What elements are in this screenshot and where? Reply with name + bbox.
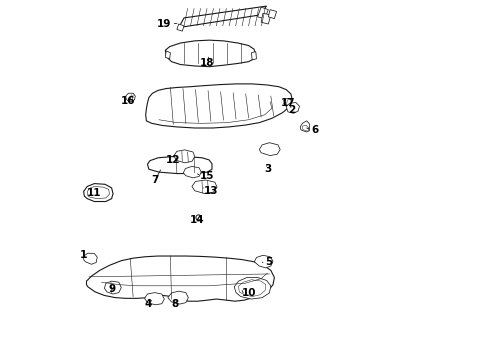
- Text: 14: 14: [190, 215, 204, 225]
- Text: 8: 8: [172, 299, 179, 309]
- Text: 13: 13: [204, 186, 218, 196]
- Text: 2: 2: [288, 105, 295, 115]
- Polygon shape: [166, 40, 256, 67]
- Polygon shape: [239, 280, 266, 297]
- Polygon shape: [87, 186, 109, 199]
- Text: 16: 16: [121, 96, 136, 106]
- Polygon shape: [258, 7, 269, 19]
- Polygon shape: [183, 166, 201, 178]
- Polygon shape: [145, 293, 164, 305]
- Text: 5: 5: [265, 257, 272, 267]
- Text: 9: 9: [109, 284, 116, 294]
- Polygon shape: [84, 184, 113, 202]
- Polygon shape: [168, 291, 188, 304]
- Polygon shape: [300, 121, 310, 132]
- Text: 3: 3: [265, 164, 272, 174]
- Polygon shape: [259, 143, 280, 156]
- Polygon shape: [147, 157, 212, 174]
- Text: 19: 19: [157, 19, 171, 29]
- Polygon shape: [177, 24, 184, 31]
- Polygon shape: [192, 180, 217, 194]
- Polygon shape: [174, 150, 195, 163]
- Polygon shape: [84, 253, 97, 264]
- Polygon shape: [269, 10, 276, 19]
- Polygon shape: [284, 98, 292, 107]
- Polygon shape: [87, 256, 274, 301]
- Text: 17: 17: [281, 98, 295, 108]
- Polygon shape: [126, 93, 135, 102]
- Text: 10: 10: [242, 288, 256, 298]
- Text: 12: 12: [166, 155, 180, 165]
- Text: 15: 15: [200, 171, 215, 181]
- Polygon shape: [104, 281, 122, 294]
- Polygon shape: [302, 125, 309, 131]
- Text: 4: 4: [145, 299, 152, 309]
- Polygon shape: [146, 84, 293, 128]
- Polygon shape: [234, 278, 271, 299]
- Text: 18: 18: [200, 58, 215, 68]
- Polygon shape: [286, 103, 299, 113]
- Polygon shape: [254, 255, 273, 268]
- Text: 7: 7: [152, 175, 159, 185]
- Polygon shape: [179, 6, 267, 28]
- Text: 1: 1: [80, 250, 87, 260]
- Text: 6: 6: [311, 125, 318, 135]
- Polygon shape: [251, 51, 256, 60]
- Polygon shape: [166, 51, 171, 59]
- Polygon shape: [261, 13, 271, 24]
- Text: 11: 11: [87, 188, 101, 198]
